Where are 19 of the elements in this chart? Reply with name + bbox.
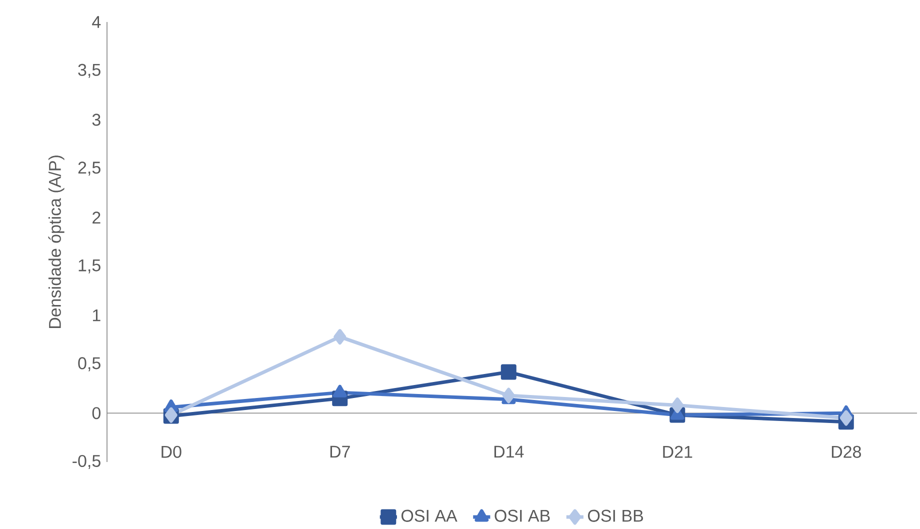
legend-label: OSI BB [588,510,643,522]
y-tick-label: -0,5 [72,454,100,470]
y-tick-label: 3 [92,114,100,126]
y-tick-label: 1 [92,309,100,322]
y-axis-title: Densidade óptica (A/P) [48,156,64,328]
x-tick-label: D0 [162,446,182,458]
y-tick-label: 4 [92,16,101,28]
y-tick-label: 2,5 [78,162,100,176]
y-tick-label: 1,5 [78,259,100,274]
x-tick-label: D14 [494,446,524,458]
x-tick-label: D7 [330,446,350,458]
y-tick-label: 2 [92,212,100,224]
y-tick-label: 0 [92,407,100,420]
x-tick-label: D28 [832,446,861,458]
legend-label: OSI AA [401,510,458,522]
y-tick-label: 3,5 [78,64,100,78]
legend-label: OSI AB [494,510,550,522]
y-tick-label: 0,5 [78,357,100,372]
x-tick-label: D21 [663,446,692,458]
